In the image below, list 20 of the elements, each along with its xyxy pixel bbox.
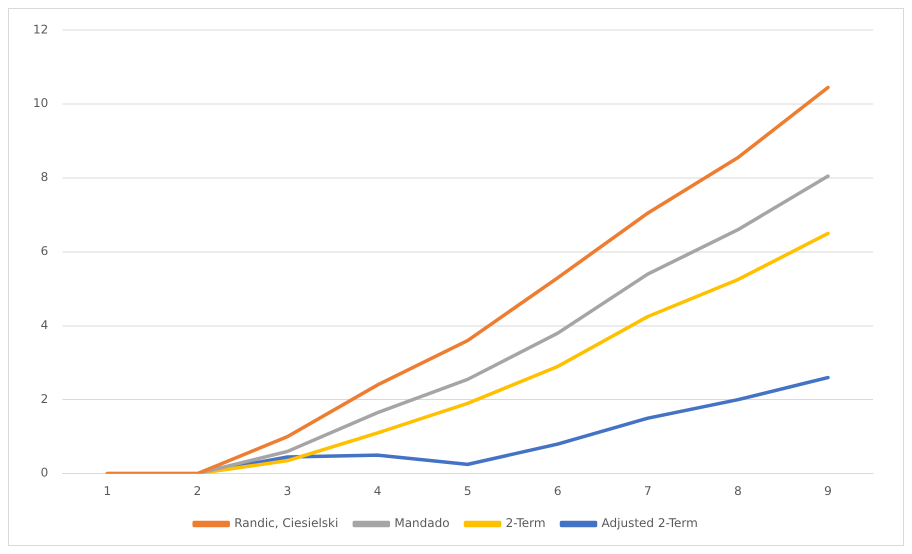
x-tick-label: 3 <box>284 484 292 498</box>
x-tick-label: 2 <box>194 484 202 498</box>
legend-label: Mandado <box>394 516 450 530</box>
x-tick-label: 7 <box>644 484 652 498</box>
y-tick-label: 10 <box>32 96 48 110</box>
y-tick-label: 12 <box>32 22 48 36</box>
x-tick-label: 8 <box>734 484 742 498</box>
y-tick-label: 8 <box>40 170 48 184</box>
y-tick-label: 0 <box>40 466 48 480</box>
y-tick-label: 6 <box>40 244 48 258</box>
y-tick-label: 4 <box>40 318 48 332</box>
x-tick-label: 1 <box>103 484 112 498</box>
x-tick-label: 5 <box>464 484 472 498</box>
x-tick-label: 4 <box>374 484 382 498</box>
y-tick-label: 2 <box>40 392 48 406</box>
x-tick-label: 6 <box>554 484 562 498</box>
legend-label: Randic, Ciesielski <box>234 516 338 530</box>
legend-label: Adjusted 2-Term <box>602 516 698 530</box>
legend-label: 2-Term <box>506 516 546 530</box>
x-tick-label: 9 <box>824 484 832 498</box>
